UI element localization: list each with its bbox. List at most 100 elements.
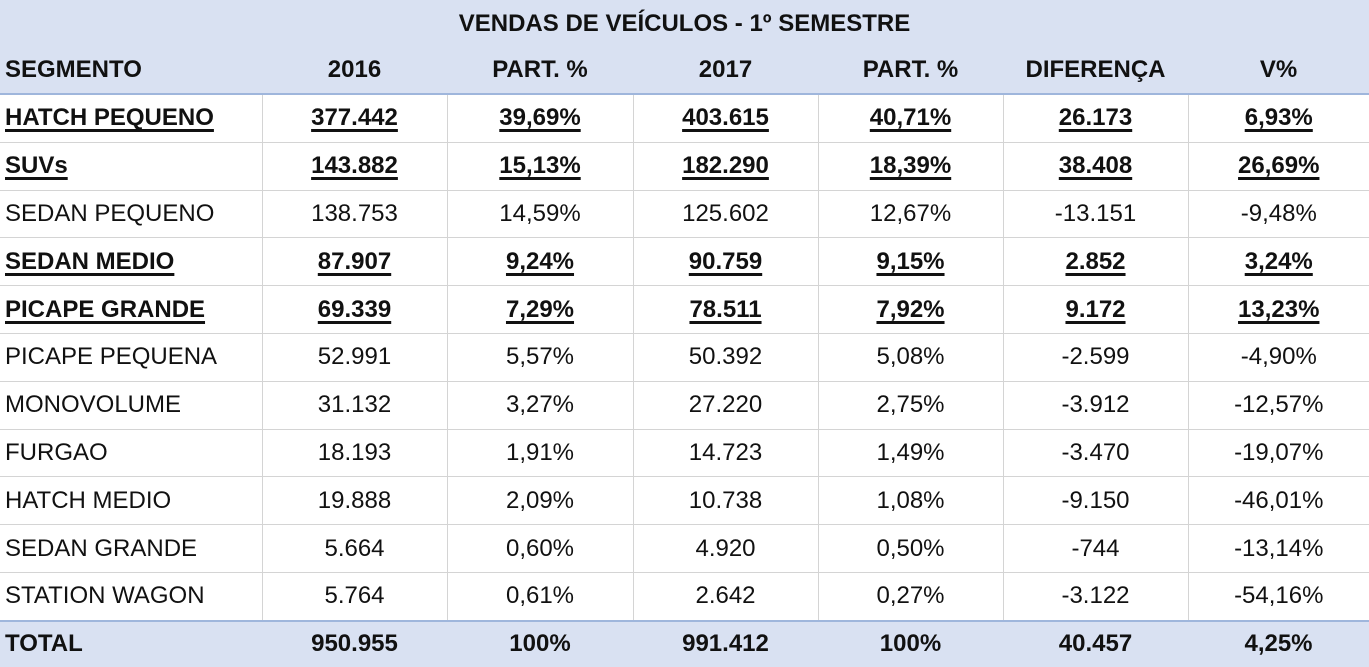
cell-segment: SEDAN GRANDE [0,524,263,573]
cell-variation: -4,90% [1188,333,1369,382]
cell-text: 125.602 [682,199,769,227]
cell-share-2016: 0,60% [447,524,634,573]
cell-share-2016: 9,24% [447,237,634,287]
cell-text: 9,15% [876,247,945,275]
cell-text: 26.173 [1058,104,1133,132]
cell-share-2017: 2,75% [818,381,1004,430]
cell-share-2016: 0,61% [447,572,634,622]
cell-text: 0,50% [876,534,945,562]
cell-text: 5.764 [324,582,385,610]
cell-sales-2016: 18.193 [262,429,448,478]
table-row: STATION WAGON 5.764 0,61% 2.642 0,27% -3.122 -… [0,572,1369,622]
cell-difference: -13.151 [1003,190,1189,239]
cell-sales-2017: 27.220 [633,381,819,430]
table-row: FURGAO 18.193 1,91% 14.723 1,49% -3.470 -19,07… [0,429,1369,478]
cell-text: -744 [1071,534,1120,562]
cell-text: 19.888 [317,486,392,514]
cell-text: -4,90% [1240,343,1317,371]
total-difference: 40.457 [1003,619,1188,667]
cell-text: 5,57% [505,343,575,371]
cell-share-2017: 18,39% [818,142,1004,191]
cell-text: 31.132 [317,391,392,419]
cell-difference: -3.122 [1003,572,1189,622]
cell-text: 6,93% [1244,104,1313,132]
cell-segment: FURGAO [0,429,263,478]
cell-text: PICAPE GRANDE [5,295,206,323]
cell-text: 15,13% [499,152,581,180]
cell-segment: MONOVOLUME [0,381,263,430]
total-variation: 4,25% [1188,619,1369,667]
cell-sales-2016: 87.907 [262,237,448,287]
cell-text: 18.193 [317,438,392,466]
cell-text: 1,08% [876,486,945,514]
total-share-2017: 100% [818,619,1003,667]
cell-share-2016: 15,13% [447,142,634,191]
cell-text: 87.907 [317,247,392,275]
cell-sales-2017: 4.920 [633,524,819,573]
cell-share-2017: 5,08% [818,333,1004,382]
cell-sales-2017: 182.290 [633,142,819,191]
cell-text: -13.151 [1054,199,1137,227]
cell-text: 2.642 [695,582,756,610]
cell-text: 2,09% [505,486,575,514]
cell-variation: -19,07% [1188,429,1369,478]
cell-difference: -744 [1003,524,1189,573]
cell-difference: -3.470 [1003,429,1189,478]
header-difference: DIFERENÇA [1003,47,1188,95]
cell-variation: 26,69% [1188,142,1369,191]
cell-share-2017: 0,50% [818,524,1004,573]
cell-sales-2016: 5.764 [262,572,448,622]
cell-text: 39,69% [499,104,581,132]
total-sales-2016: 950.955 [262,619,447,667]
cell-share-2017: 1,08% [818,476,1004,526]
cell-text: HATCH MEDIO [5,486,172,514]
cell-segment: SUVs [0,142,263,191]
cell-text: 0,27% [876,582,945,610]
cell-text: FURGAO [5,438,108,466]
cell-text: 18,39% [869,152,952,180]
cell-sales-2016: 31.132 [262,381,448,430]
cell-text: 5,08% [876,343,945,371]
cell-share-2017: 0,27% [818,572,1004,622]
cell-text: SEDAN GRANDE [5,534,198,562]
cell-text: 50.392 [688,343,763,371]
header-share-2017: PART. % [818,47,1003,95]
cell-text: -13,14% [1234,534,1324,562]
cell-sales-2017: 10.738 [633,476,819,526]
cell-text: -9,48% [1240,199,1317,227]
cell-text: STATION WAGON [5,582,205,610]
cell-text: 90.759 [688,247,763,275]
cell-segment: HATCH PEQUENO [0,94,263,143]
cell-text: 52.991 [317,343,392,371]
table-row: HATCH PEQUENO 377.442 39,69% 403.615 40,71% 2… [0,94,1369,143]
header-sales-2017: 2017 [633,47,818,95]
total-share-2016: 100% [447,619,633,667]
table-row: PICAPE GRANDE 69.339 7,29% 78.511 7,92% 9.172… [0,285,1369,334]
table-row: SUVs 143.882 15,13% 182.290 18,39% 38.408 26,6… [0,142,1369,191]
cell-segment: HATCH MEDIO [0,476,263,526]
header-segment: SEGMENTO [0,47,262,95]
cell-difference: 38.408 [1003,142,1189,191]
cell-share-2016: 5,57% [447,333,634,382]
cell-sales-2017: 2.642 [633,572,819,622]
cell-share-2017: 12,67% [818,190,1004,239]
cell-share-2017: 40,71% [818,94,1004,143]
header-variation: V% [1188,47,1369,95]
cell-difference: 9.172 [1003,285,1189,334]
title-row: VENDAS DE VEÍCULOS - 1º SEMESTRE [0,0,1369,47]
cell-text: 7,92% [876,295,945,323]
cell-text: 403.615 [682,104,769,132]
cell-text: -2.599 [1061,343,1130,371]
cell-text: 182.290 [682,152,769,180]
cell-text: 10.738 [688,486,763,514]
cell-sales-2016: 19.888 [262,476,448,526]
cell-sales-2017: 90.759 [633,237,819,287]
cell-text: 1,49% [876,438,945,466]
cell-sales-2016: 52.991 [262,333,448,382]
cell-text: -9.150 [1061,486,1130,514]
cell-share-2016: 3,27% [447,381,634,430]
cell-text: 38.408 [1058,152,1133,180]
cell-sales-2017: 403.615 [633,94,819,143]
cell-segment: PICAPE GRANDE [0,285,263,334]
cell-text: 26,69% [1238,152,1320,180]
